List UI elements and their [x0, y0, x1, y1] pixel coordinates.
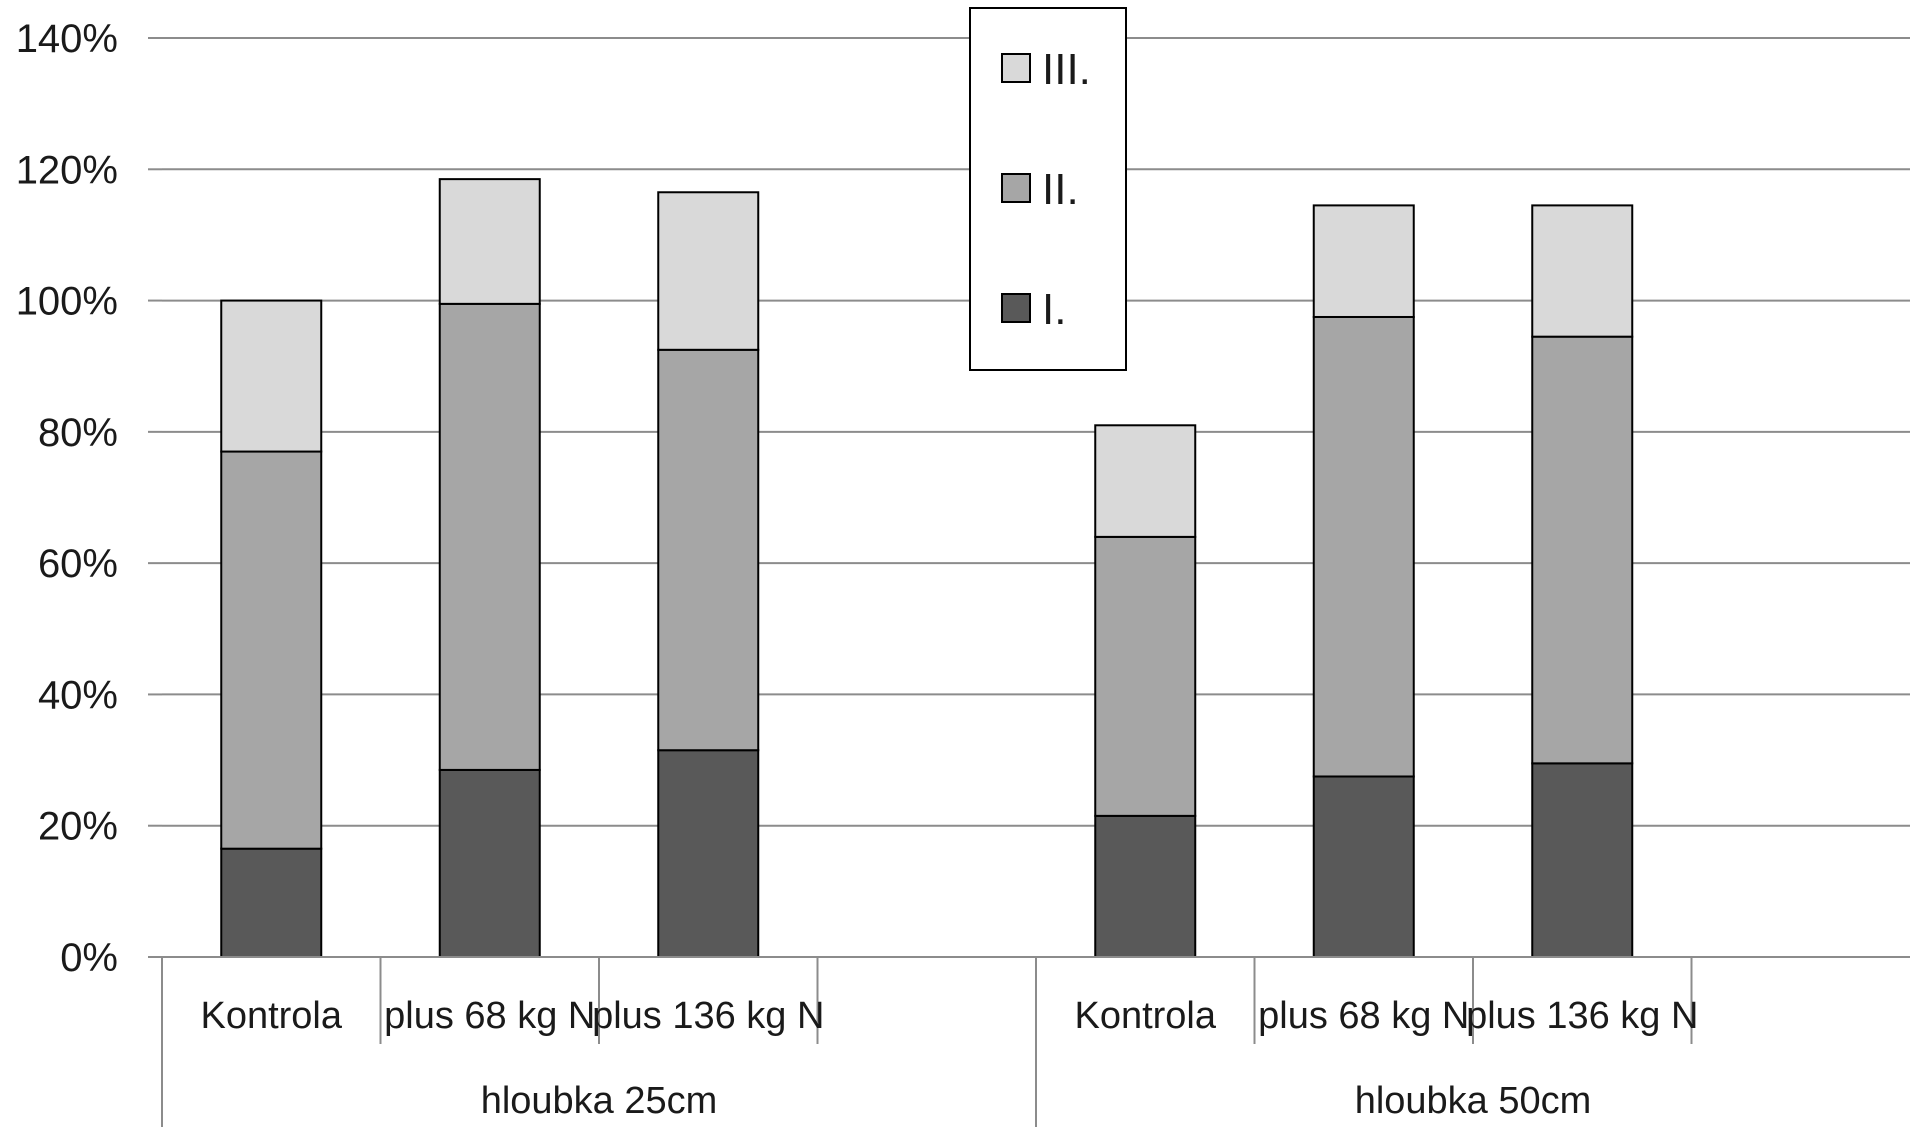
bar-segment-ii: [220, 450, 323, 850]
bar-segment-i: [438, 768, 541, 958]
bar-segment-ii: [1312, 315, 1415, 778]
bar-segment-ii: [657, 348, 760, 752]
legend-label: II.: [1042, 165, 1079, 214]
y-tick-label: 140%: [16, 17, 118, 61]
bar-segment-iii: [220, 299, 323, 453]
bar-segment-iii: [1531, 204, 1634, 338]
x-category-label: Kontrola: [200, 995, 342, 1037]
y-tick-label: 40%: [38, 673, 118, 717]
legend-swatch: [1001, 293, 1031, 323]
legend-swatch: [1001, 53, 1031, 83]
y-tick-label: 100%: [16, 280, 118, 324]
y-tick-label: 0%: [60, 936, 118, 980]
x-group-label: hloubka 50cm: [1355, 1080, 1592, 1122]
legend-label: III.: [1042, 45, 1091, 94]
bar-segment-i: [657, 749, 760, 958]
bar-segment-i: [1531, 762, 1634, 958]
bar-segment-i: [1312, 775, 1415, 958]
x-category-label: plus 136 kg N: [592, 995, 824, 1037]
y-tick-label: 60%: [38, 542, 118, 586]
y-tick-label: 20%: [38, 805, 118, 849]
y-tick-label: 80%: [38, 411, 118, 455]
bar-segment-iii: [657, 191, 760, 351]
bar-segment-iii: [1094, 424, 1197, 538]
legend-swatch: [1001, 173, 1031, 203]
x-category-label: plus 68 kg N: [384, 995, 595, 1037]
bar-segment-ii: [438, 302, 541, 771]
legend: III. II. I.: [969, 7, 1127, 371]
bar-segment-iii: [438, 178, 541, 305]
bar-segment-i: [1094, 814, 1197, 958]
bars: [220, 178, 1634, 958]
y-tick-label: 120%: [16, 148, 118, 192]
bar-segment-i: [220, 847, 323, 958]
legend-label: I.: [1042, 285, 1066, 334]
bar-segment-ii: [1531, 335, 1634, 765]
x-group-label: hloubka 25cm: [481, 1080, 718, 1122]
x-category-label: plus 136 kg N: [1466, 995, 1698, 1037]
legend-box: [969, 7, 1127, 371]
bar-segment-ii: [1094, 535, 1197, 817]
y-axis-ticks: 0% 20% 40% 60% 80% 100% 120% 140%: [16, 17, 162, 980]
bar-segment-iii: [1312, 204, 1415, 318]
x-category-label: plus 68 kg N: [1258, 995, 1469, 1037]
x-category-label: Kontrola: [1074, 995, 1216, 1037]
